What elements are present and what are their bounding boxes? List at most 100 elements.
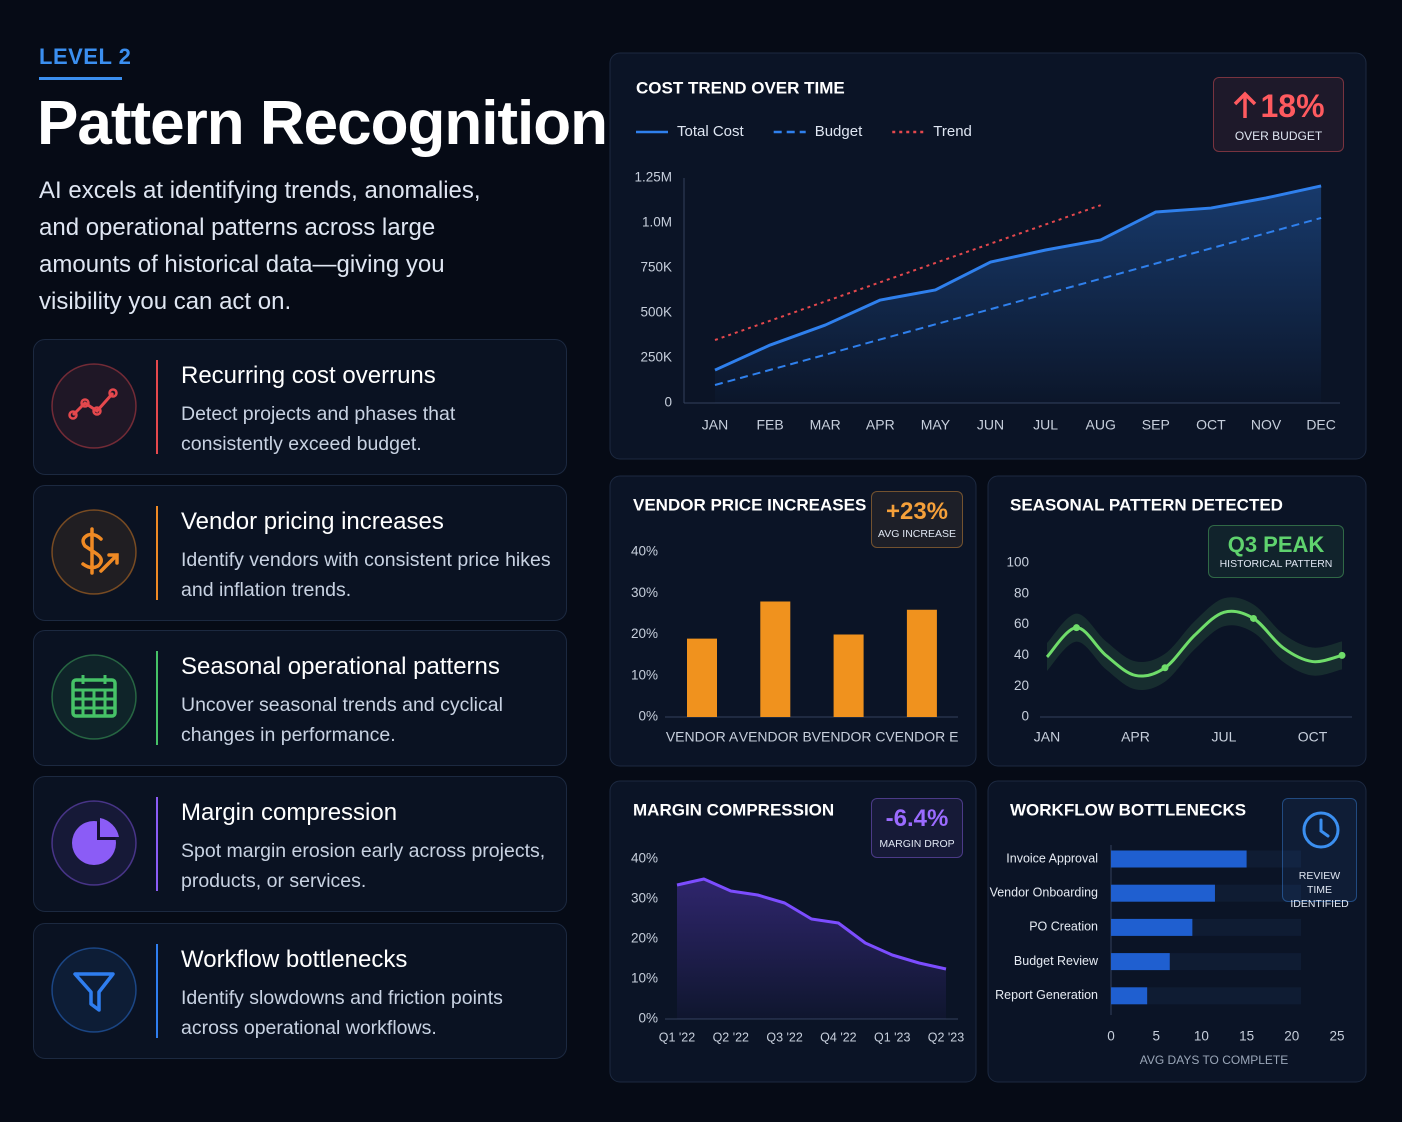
legend-label: Trend bbox=[933, 123, 972, 140]
feature-title: Seasonal operational patterns bbox=[181, 653, 500, 680]
y-tick-label: 0% bbox=[638, 1011, 658, 1026]
area-fill bbox=[677, 879, 946, 1019]
feature-title: Workflow bottlenecks bbox=[181, 946, 408, 973]
badge-value: -6.4% bbox=[885, 805, 949, 832]
bar bbox=[1111, 953, 1170, 971]
y-tick-label: 1.25M bbox=[634, 170, 672, 185]
accent-line bbox=[156, 506, 158, 600]
series-line bbox=[714, 184, 1322, 372]
y-tick-label: 0 bbox=[664, 395, 672, 410]
badge-value-row: -6.4% bbox=[872, 805, 962, 833]
badge: Q3 PEAK HISTORICAL PATTERN bbox=[1208, 525, 1344, 578]
badge-value: +23% bbox=[885, 498, 949, 525]
y-tick-label: 10% bbox=[631, 971, 658, 986]
x-tick-label: APR bbox=[1121, 729, 1150, 745]
y-tick-label: 250K bbox=[640, 350, 672, 365]
badge: 18% OVER BUDGET bbox=[1213, 77, 1344, 152]
x-tick-label: FEB bbox=[756, 417, 783, 433]
x-tick-label: Q4 '22 bbox=[820, 1030, 856, 1044]
legend-label: Total Cost bbox=[677, 123, 745, 140]
level-underline bbox=[39, 77, 122, 80]
x-tick-label: OCT bbox=[1196, 417, 1226, 433]
accent-line bbox=[156, 944, 158, 1038]
badge-value-row: +23% bbox=[872, 498, 962, 526]
badge-label: MARGIN DROP bbox=[879, 838, 955, 850]
series-line bbox=[676, 877, 947, 971]
x-tick-label: DEC bbox=[1306, 417, 1336, 433]
accent-line bbox=[156, 651, 158, 745]
category-label: PO Creation bbox=[1029, 920, 1098, 934]
x-tick-label: SEP bbox=[1142, 417, 1170, 433]
x-tick-label: VENDOR E bbox=[885, 729, 958, 745]
y-tick-label: 40% bbox=[631, 544, 658, 559]
chart-title: COST TREND OVER TIME bbox=[636, 78, 845, 97]
legend-label: Budget bbox=[815, 123, 863, 140]
x-tick-label: OCT bbox=[1298, 729, 1328, 745]
panel bbox=[987, 475, 1367, 767]
icon bbox=[1302, 811, 1340, 849]
x-tick-label: JUN bbox=[977, 417, 1004, 433]
badge-label: OVER BUDGET bbox=[1234, 129, 1323, 143]
level-label: LEVEL 2 bbox=[39, 44, 132, 69]
icon bbox=[51, 363, 137, 449]
icon bbox=[51, 800, 137, 886]
series-line bbox=[714, 204, 1102, 341]
x-tick-label: VENDOR A bbox=[666, 729, 739, 745]
accent-line bbox=[156, 797, 158, 891]
badge-value: 18% bbox=[1260, 88, 1325, 124]
feature-title: Vendor pricing increases bbox=[181, 508, 444, 535]
y-tick-label: 500K bbox=[640, 305, 672, 320]
feature-card: Recurring cost overruns Detect projects a… bbox=[33, 339, 567, 475]
x-tick-label: 15 bbox=[1239, 1029, 1254, 1044]
x-axis-label: AVG DAYS TO COMPLETE bbox=[1140, 1053, 1288, 1067]
chart-title: VENDOR PRICE INCREASES bbox=[633, 495, 866, 514]
bar bbox=[687, 638, 717, 717]
x-tick-label: Q2 '23 bbox=[928, 1030, 964, 1044]
icon bbox=[51, 509, 137, 595]
badge: REVIEW TIME IDENTIFIED bbox=[1282, 798, 1357, 910]
x-tick-label: JAN bbox=[1034, 729, 1060, 745]
chart-title: MARGIN COMPRESSION bbox=[633, 800, 834, 819]
badge: -6.4% MARGIN DROP bbox=[871, 798, 963, 858]
feature-text: Identify vendors with consistent price h… bbox=[181, 549, 551, 601]
chart-title: WORKFLOW BOTTLENECKS bbox=[1010, 800, 1246, 819]
feature-card: Vendor pricing increases Identify vendors… bbox=[33, 485, 567, 621]
y-tick-label: 80 bbox=[1014, 585, 1029, 600]
y-tick-label: 20% bbox=[631, 931, 658, 946]
y-tick-label: 0 bbox=[1021, 709, 1029, 724]
badge-value-row: 18% bbox=[1214, 88, 1343, 125]
accent-line bbox=[156, 360, 158, 454]
x-tick-label: 25 bbox=[1329, 1029, 1344, 1044]
feature-text: Detect projects and phases that consiste… bbox=[181, 403, 456, 455]
y-tick-label: 20 bbox=[1014, 678, 1029, 693]
badge-label: HISTORICAL PATTERN bbox=[1219, 558, 1333, 570]
bar bbox=[760, 601, 791, 717]
point-marker bbox=[1250, 614, 1257, 622]
x-tick-label: MAR bbox=[810, 417, 841, 433]
feature-card: Margin compression Spot margin erosion ea… bbox=[33, 776, 567, 912]
series-line bbox=[714, 216, 1322, 386]
x-tick-label: MAY bbox=[921, 417, 951, 433]
y-tick-label: 30% bbox=[631, 891, 658, 906]
area-fill bbox=[715, 185, 1322, 403]
feature-text: Identify slowdowns and friction points a… bbox=[181, 987, 503, 1039]
x-tick-label: NOV bbox=[1251, 417, 1282, 433]
x-tick-label: 5 bbox=[1152, 1029, 1160, 1044]
x-tick-label: 20 bbox=[1284, 1029, 1299, 1044]
x-tick-label: JUL bbox=[1212, 729, 1237, 745]
bar bbox=[1111, 987, 1148, 1005]
feature-text: Uncover seasonal trends and cyclical cha… bbox=[181, 694, 503, 746]
page-title: Pattern Recognition bbox=[37, 89, 608, 158]
x-tick-label: 10 bbox=[1194, 1029, 1209, 1044]
category-label: Budget Review bbox=[1014, 954, 1099, 968]
bar bbox=[833, 634, 864, 717]
bar-track bbox=[1111, 987, 1301, 1005]
bar bbox=[1111, 884, 1215, 902]
icon bbox=[51, 947, 137, 1033]
bar bbox=[1111, 850, 1247, 868]
x-tick-label: VENDOR C bbox=[812, 729, 886, 745]
bar bbox=[1111, 918, 1193, 936]
icon bbox=[51, 654, 137, 740]
